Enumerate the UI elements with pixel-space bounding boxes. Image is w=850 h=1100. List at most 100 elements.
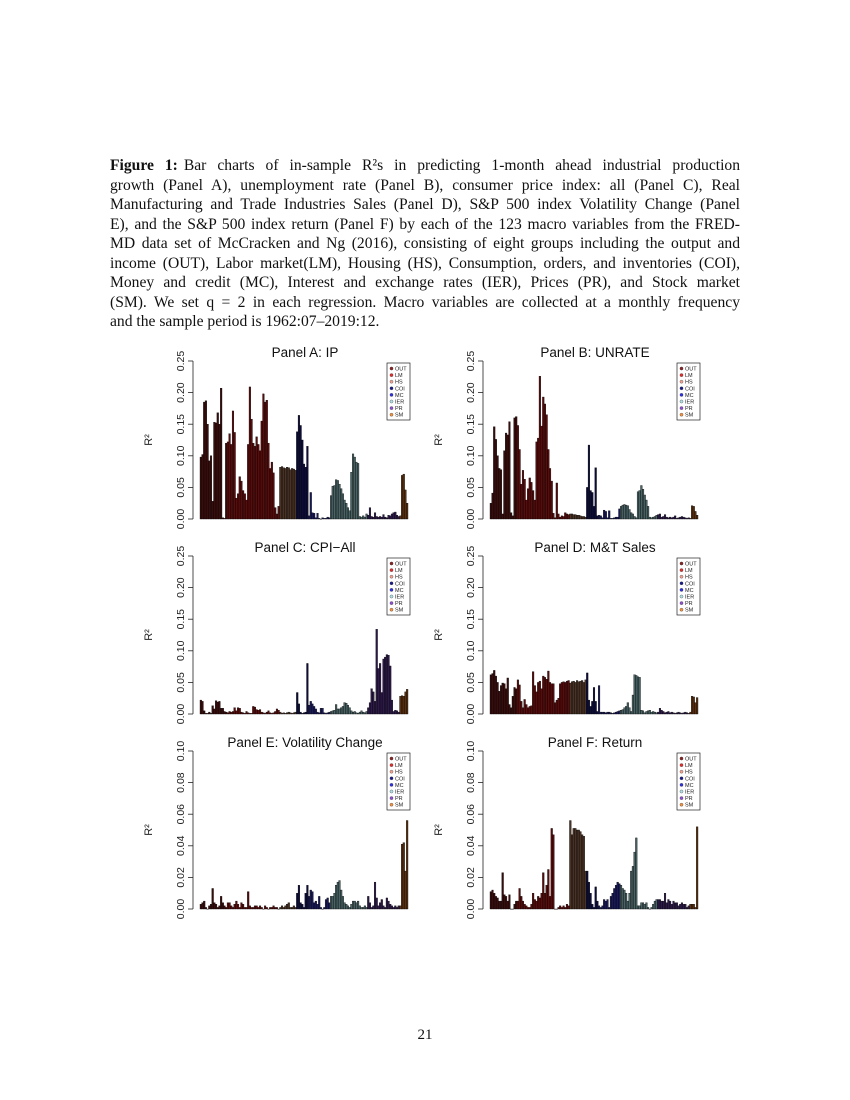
bar-out <box>221 708 224 715</box>
bar-ier <box>625 504 628 520</box>
bar-sm <box>696 826 699 910</box>
bar-mc <box>313 706 316 715</box>
bar-lm <box>243 493 246 520</box>
bar-mc <box>608 510 611 520</box>
bar-lm <box>252 442 255 520</box>
bar-pr <box>677 517 680 520</box>
legend-dot-pr <box>389 796 394 800</box>
bar-lm <box>554 517 557 520</box>
bar-mc <box>326 712 329 715</box>
bar-hs <box>584 516 587 520</box>
bar-hs <box>292 905 295 910</box>
legend-dot-out <box>679 756 684 761</box>
legend-label: SM <box>395 608 404 614</box>
bar-sm <box>691 696 694 715</box>
bar-pr <box>687 517 690 520</box>
caption-line: Manufacturing and Trade Industries Sales… <box>110 195 740 215</box>
bar-sm <box>694 702 697 715</box>
bar-mc <box>616 516 619 520</box>
bar-out <box>201 701 204 715</box>
bar-out <box>209 904 213 910</box>
bar-mc <box>604 511 607 520</box>
bar-lm <box>520 701 523 715</box>
bar-out <box>199 456 202 520</box>
bar-sm <box>696 697 699 715</box>
bar-lm <box>265 711 268 715</box>
bar-pr <box>680 902 683 910</box>
bar-coi <box>586 870 589 910</box>
bar-hs <box>572 514 575 520</box>
bar-pr <box>375 516 378 520</box>
bar-hs <box>569 682 572 715</box>
legend-box <box>676 557 701 616</box>
bar-out <box>494 675 497 715</box>
bar-lm <box>250 418 253 520</box>
legend-dot-hs <box>679 574 684 579</box>
caption-text: E), and the S&P 500 index return (Panel … <box>110 215 740 233</box>
bar-sm <box>399 515 402 520</box>
page-number: 21 <box>417 1027 433 1043</box>
bar-out <box>503 683 506 715</box>
bar-pr <box>397 711 400 715</box>
legend-dot-pr <box>389 601 394 605</box>
bar-out <box>503 450 506 520</box>
bar-ier <box>643 904 646 910</box>
bar-lm <box>228 433 231 520</box>
y-tick-label: 0.25 <box>175 546 187 567</box>
bar-sm <box>406 503 409 520</box>
bar-ier <box>352 711 355 715</box>
bar-pr <box>657 711 660 715</box>
chart-title: Panel B: UNRATE <box>540 345 649 360</box>
bar-out <box>211 888 214 910</box>
bar-ier <box>363 712 366 715</box>
bar-pr <box>390 905 393 910</box>
bar-mc <box>328 517 331 520</box>
bar-lm <box>542 675 545 715</box>
bar-mc <box>601 517 604 520</box>
bar-out <box>506 434 509 520</box>
bar-pr <box>677 905 680 910</box>
bar-hs <box>294 907 297 910</box>
legend-label: COI <box>685 776 695 782</box>
bar-lm <box>532 490 535 520</box>
bar-out <box>223 518 226 520</box>
bar-out <box>505 896 508 910</box>
bar-out <box>511 515 514 520</box>
bar-pr <box>660 710 663 715</box>
bar-hs <box>582 516 585 520</box>
bar-lm <box>265 907 268 910</box>
bar-ier <box>365 711 368 715</box>
bar-mc <box>614 885 618 910</box>
bar-pr <box>665 902 668 910</box>
bar-lm <box>518 888 521 910</box>
bar-lm <box>537 682 540 715</box>
bar-mc <box>606 899 609 910</box>
caption-line: E), and the S&P 500 index return (Panel … <box>110 215 740 235</box>
bar-mc <box>321 517 324 520</box>
bar-pr <box>684 904 687 910</box>
bar-sm <box>402 473 405 520</box>
bar-mc <box>323 907 326 910</box>
bar-ier <box>346 704 349 715</box>
bar-ier <box>338 708 341 715</box>
legend-label: COI <box>395 386 405 392</box>
legend-label: HS <box>685 575 693 581</box>
bar-lm <box>530 904 533 910</box>
bar-mc <box>321 708 324 715</box>
legend-label: MC <box>395 393 404 399</box>
bar-lm <box>516 900 519 910</box>
bar-mc <box>608 711 611 715</box>
legend-label: LM <box>395 373 403 379</box>
bar-pr <box>389 904 392 910</box>
legend-dot-out <box>679 561 684 566</box>
bar-lm <box>248 713 251 715</box>
bar-coi <box>591 701 594 715</box>
legend-dot-coi <box>389 386 394 391</box>
bar-mc <box>313 902 316 910</box>
bar-pr <box>667 899 670 910</box>
bar-pr <box>680 516 683 520</box>
bar-pr <box>664 712 667 715</box>
bar-mc <box>599 711 602 715</box>
bar-lm <box>543 403 546 520</box>
bar-hs <box>576 515 579 520</box>
